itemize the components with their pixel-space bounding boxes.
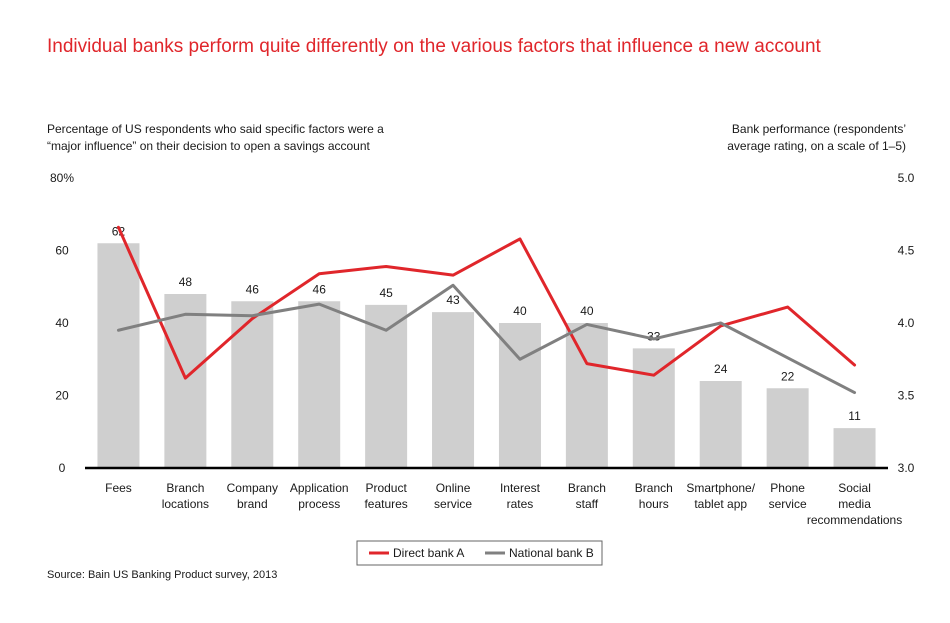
left-axis-note-line-2: “major influence” on their decision to o…	[47, 139, 370, 153]
data-label-10: 22	[781, 369, 795, 383]
data-label-1: 48	[179, 275, 193, 289]
category-label-7-0: Branch	[568, 481, 606, 495]
category-label-11-0: Social	[838, 481, 871, 495]
category-label-11-2: recommendations	[807, 513, 902, 527]
bar-0	[97, 243, 140, 468]
left-y-tick-3: 60	[55, 244, 69, 258]
chart-title: Individual banks perform quite different…	[47, 36, 821, 57]
category-label-4-0: Product	[365, 481, 407, 495]
category-label-1-0: Branch	[166, 481, 204, 495]
category-label-11-1: media	[838, 497, 871, 511]
category-label-5-0: Online	[436, 481, 471, 495]
source-note: Source: Bain US Banking Product survey, …	[47, 569, 278, 581]
right-y-tick-3: 4.5	[898, 244, 915, 258]
bar-6	[498, 323, 541, 468]
series-line-national-bank-b	[116, 283, 857, 395]
right-axis-note-line-2: average rating, on a scale of 1–5)	[727, 139, 906, 153]
category-label-5-1: service	[434, 497, 472, 511]
legend-label-national-bank-b: National bank B	[509, 546, 594, 560]
category-label-8-1: hours	[639, 497, 669, 511]
legend-label-direct-bank-a: Direct bank A	[393, 546, 464, 560]
category-label-10-1: service	[769, 497, 807, 511]
data-label-6: 40	[513, 304, 527, 318]
bar-4	[365, 304, 408, 468]
data-label-9: 24	[714, 362, 728, 376]
bar-10	[766, 388, 809, 468]
category-label-4-1: features	[364, 497, 407, 511]
category-label-3-0: Application	[290, 481, 349, 495]
category-label-6-1: rates	[507, 497, 534, 511]
left-y-tick-0: 0	[59, 461, 66, 475]
data-label-4: 45	[379, 286, 393, 300]
left-axis-note-line-1: Percentage of US respondents who said sp…	[47, 122, 384, 136]
category-label-6-0: Interest	[500, 481, 541, 495]
left-y-tick-1: 20	[55, 389, 69, 403]
right-y-tick-4: 5.0	[898, 171, 915, 185]
right-y-tick-1: 3.5	[898, 389, 915, 403]
right-y-tick-2: 4.0	[898, 316, 915, 330]
data-label-2: 46	[246, 282, 260, 296]
series-line-direct-bank-a	[116, 225, 857, 380]
data-label-5: 43	[446, 293, 460, 307]
bar-9	[699, 381, 742, 468]
category-label-1-1: locations	[162, 497, 209, 511]
data-label-3: 46	[313, 282, 327, 296]
right-axis-note: Bank performance (respondents’ average r…	[646, 121, 906, 155]
category-label-7-1: staff	[576, 497, 599, 511]
left-y-tick-4: 80%	[50, 171, 74, 185]
category-label-2-1: brand	[237, 497, 268, 511]
left-y-tick-2: 40	[55, 316, 69, 330]
right-y-tick-0: 3.0	[898, 461, 915, 475]
bar-11	[833, 428, 876, 468]
category-label-9-0: Smartphone/	[686, 481, 755, 495]
bar-2	[231, 301, 274, 468]
bar-8	[632, 348, 675, 468]
bar-3	[298, 301, 341, 468]
bar-5	[432, 312, 475, 468]
category-label-0-0: Fees	[105, 481, 132, 495]
category-label-3-1: process	[298, 497, 340, 511]
data-label-11: 11	[848, 409, 861, 423]
category-label-10-0: Phone	[770, 481, 805, 495]
category-label-9-1: tablet app	[694, 497, 747, 511]
legend-box	[356, 540, 603, 566]
data-label-7: 40	[580, 304, 594, 318]
category-label-8-0: Branch	[635, 481, 673, 495]
right-axis-note-line-1: Bank performance (respondents’	[731, 122, 906, 136]
data-label-8: 33	[647, 329, 661, 343]
category-label-2-0: Company	[227, 481, 278, 495]
bar-1	[164, 294, 207, 468]
left-axis-note: Percentage of US respondents who said sp…	[47, 121, 427, 155]
bar-7	[565, 323, 608, 468]
